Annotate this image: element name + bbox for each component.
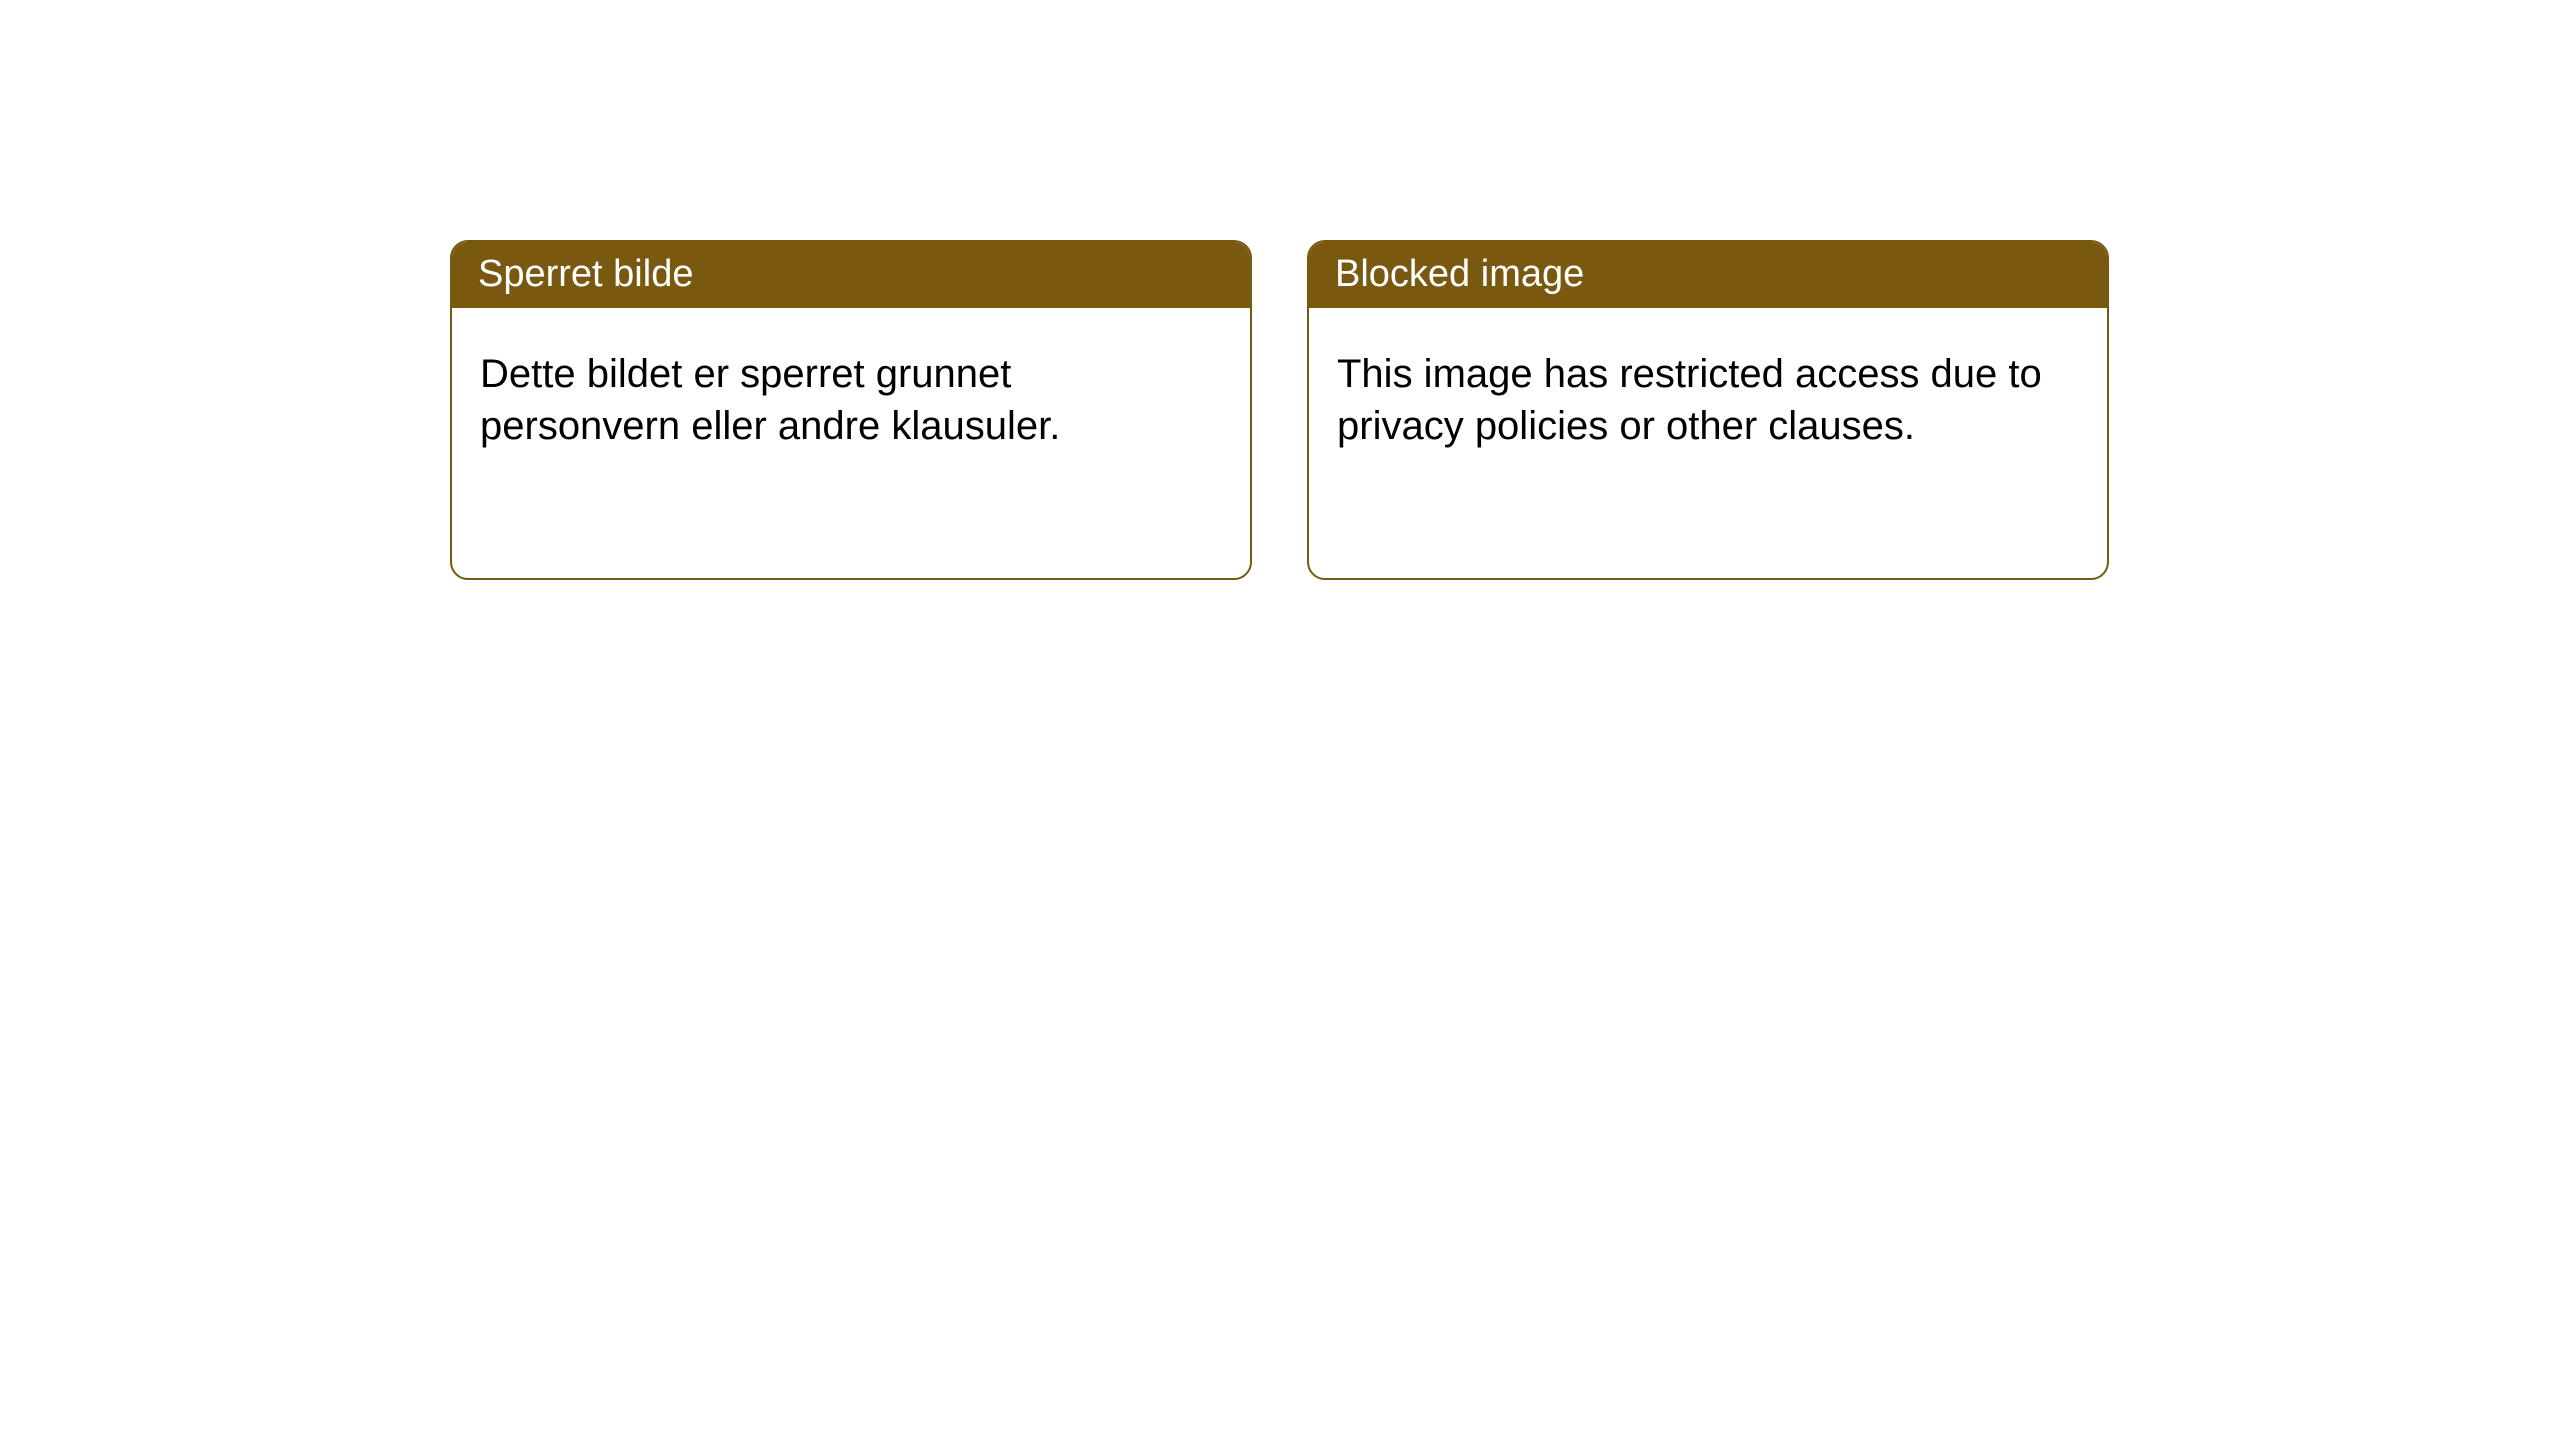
notice-title-english: Blocked image bbox=[1309, 242, 2107, 308]
notice-body-english: This image has restricted access due to … bbox=[1309, 308, 2107, 578]
notice-card-norwegian: Sperret bilde Dette bildet er sperret gr… bbox=[450, 240, 1252, 580]
notice-container: Sperret bilde Dette bildet er sperret gr… bbox=[0, 0, 2560, 580]
notice-card-english: Blocked image This image has restricted … bbox=[1307, 240, 2109, 580]
notice-body-norwegian: Dette bildet er sperret grunnet personve… bbox=[452, 308, 1250, 578]
notice-title-norwegian: Sperret bilde bbox=[452, 242, 1250, 308]
